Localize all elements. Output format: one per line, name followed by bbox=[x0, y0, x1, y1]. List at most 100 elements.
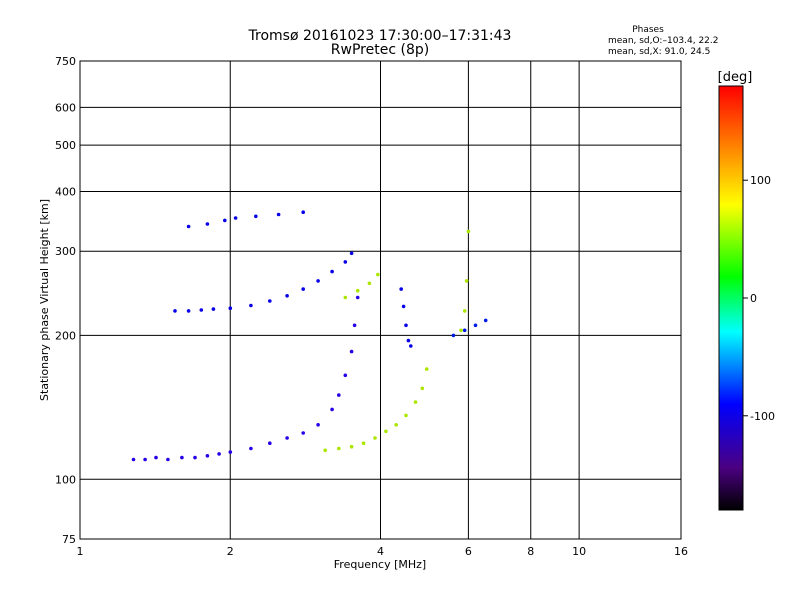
colorbar: [deg] 100 0 -100 bbox=[718, 70, 775, 511]
x-axis-label: Frequency [MHz] bbox=[334, 558, 426, 571]
x-tick-label: 2 bbox=[227, 545, 234, 558]
y-tick-label: 500 bbox=[55, 139, 76, 152]
data-point bbox=[186, 309, 191, 313]
data-point bbox=[352, 323, 357, 328]
data-point bbox=[451, 333, 456, 338]
data-point bbox=[199, 308, 204, 312]
data-point bbox=[301, 210, 306, 214]
data-point bbox=[217, 452, 221, 456]
data-point bbox=[143, 457, 147, 462]
y-tick-label: 200 bbox=[55, 329, 76, 342]
data-point bbox=[401, 304, 406, 309]
data-point bbox=[249, 303, 253, 308]
data-point bbox=[330, 407, 334, 412]
data-point bbox=[367, 281, 372, 286]
y-tick-label: 400 bbox=[55, 185, 76, 198]
data-point bbox=[483, 318, 488, 323]
stats-heading: Phases bbox=[632, 25, 664, 35]
colorbar-gradient bbox=[718, 85, 744, 511]
data-point bbox=[205, 454, 210, 458]
data-point bbox=[323, 448, 328, 453]
data-point bbox=[285, 294, 289, 298]
grid-lines bbox=[80, 61, 681, 539]
data-point bbox=[254, 214, 258, 219]
data-point bbox=[413, 400, 418, 404]
data-point bbox=[406, 338, 411, 343]
data-point bbox=[355, 288, 360, 293]
data-point bbox=[249, 446, 253, 451]
stats-o-mode: mean, sd,O:–103.4, 22.2 bbox=[608, 36, 719, 46]
colorbar-tick-label: 100 bbox=[750, 174, 771, 187]
y-tick-label: 600 bbox=[55, 101, 76, 114]
x-tick-label: 10 bbox=[572, 545, 586, 558]
data-point bbox=[330, 269, 334, 274]
data-point bbox=[301, 287, 306, 291]
plot-area: 1 2 4 6 8 10 16 75 100 200 300 400 500 600 750 bbox=[55, 55, 688, 558]
x-tick-label: 8 bbox=[527, 545, 534, 558]
y-axis-ticks: 75 100 200 300 400 500 600 750 bbox=[55, 55, 76, 546]
chart-title: Tromsø 20161023 17:30:00–17:31:43 bbox=[248, 28, 512, 44]
x-tick-label: 1 bbox=[77, 545, 84, 558]
data-point bbox=[464, 279, 469, 283]
x-tick-label: 16 bbox=[674, 545, 688, 558]
y-tick-label: 750 bbox=[55, 55, 76, 68]
data-point bbox=[343, 295, 348, 300]
data-point bbox=[223, 218, 227, 223]
data-point bbox=[384, 429, 388, 434]
data-point bbox=[316, 279, 320, 283]
data-point bbox=[420, 386, 425, 391]
data-point bbox=[180, 455, 184, 460]
data-point bbox=[337, 446, 341, 451]
data-point bbox=[166, 457, 170, 462]
data-point bbox=[462, 328, 467, 333]
data-point bbox=[394, 423, 399, 427]
y-tick-label: 75 bbox=[62, 533, 76, 546]
data-point bbox=[404, 413, 408, 418]
data-point bbox=[355, 295, 360, 300]
data-point bbox=[404, 323, 408, 328]
data-point bbox=[173, 309, 177, 313]
data-point bbox=[193, 455, 197, 460]
colorbar-ticks: 100 0 -100 bbox=[743, 174, 775, 423]
y-tick-label: 300 bbox=[55, 245, 76, 258]
data-point bbox=[376, 272, 380, 277]
data-point bbox=[186, 224, 191, 229]
data-point bbox=[349, 251, 354, 256]
data-point bbox=[373, 436, 377, 440]
data-point bbox=[316, 423, 320, 427]
data-point bbox=[343, 373, 348, 378]
y-axis-label: Stationary phase Virtual Height [km] bbox=[38, 199, 51, 401]
data-point bbox=[349, 349, 354, 354]
chart-subtitle: RwPretec (8p) bbox=[331, 42, 429, 58]
data-point bbox=[228, 306, 233, 311]
data-point bbox=[301, 431, 306, 435]
data-point bbox=[343, 260, 348, 264]
colorbar-unit-label: [deg] bbox=[718, 70, 753, 85]
data-point bbox=[228, 450, 233, 454]
data-point bbox=[466, 229, 471, 234]
data-point bbox=[205, 222, 210, 226]
data-point bbox=[361, 441, 366, 446]
data-point bbox=[337, 393, 341, 397]
colorbar-tick-label: -100 bbox=[750, 410, 775, 423]
y-tick-label: 100 bbox=[55, 473, 76, 486]
data-point bbox=[409, 344, 413, 348]
data-point bbox=[276, 212, 281, 217]
x-tick-label: 6 bbox=[465, 545, 472, 558]
data-point bbox=[473, 323, 478, 328]
data-point bbox=[285, 436, 289, 440]
data-points bbox=[131, 210, 488, 462]
data-point bbox=[459, 328, 463, 333]
data-point bbox=[154, 455, 158, 460]
x-axis-ticks: 1 2 4 6 8 10 16 bbox=[77, 545, 689, 558]
data-point bbox=[268, 441, 272, 446]
data-point bbox=[462, 309, 467, 313]
data-point bbox=[268, 299, 272, 303]
data-point bbox=[349, 444, 354, 449]
data-point bbox=[424, 367, 429, 371]
data-point bbox=[211, 307, 216, 311]
data-point bbox=[399, 287, 404, 291]
colorbar-tick-label: 0 bbox=[750, 292, 757, 305]
data-point bbox=[233, 216, 238, 220]
